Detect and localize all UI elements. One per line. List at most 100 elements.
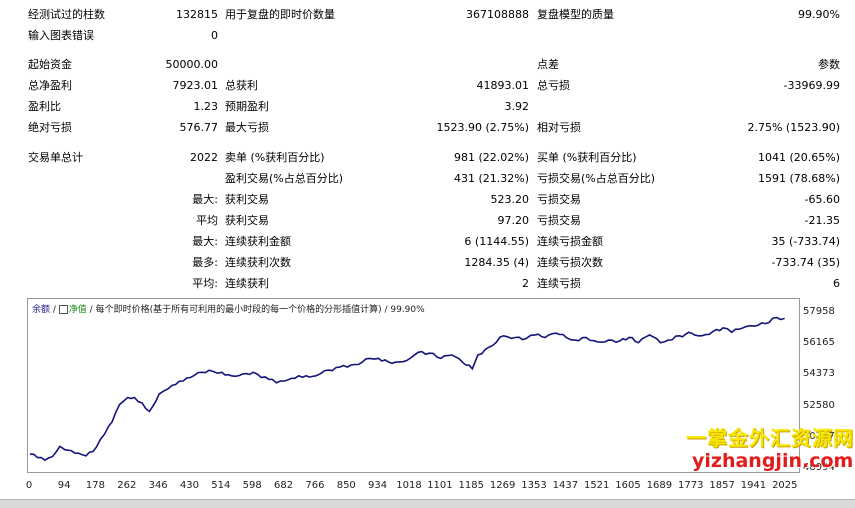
label-average-consecutive-wins: 连续获利 xyxy=(225,277,269,290)
y-tick-label: 50787 xyxy=(803,430,835,442)
value-chart-errors: 0 xyxy=(211,29,218,42)
y-tick-label: 48994 xyxy=(803,462,835,473)
x-tick-label: 850 xyxy=(336,480,356,491)
value-maximal-consecutive-loss: -733.74 (35) xyxy=(771,256,840,269)
equity-checkbox-icon[interactable] xyxy=(58,305,68,314)
value-loss-trades: 1591 (78.68%) xyxy=(757,172,840,185)
label-gross-profit: 总获利 xyxy=(225,79,258,92)
value-relative-drawdown: 2.75% (1523.90) xyxy=(747,121,840,134)
value-spread: 参数 xyxy=(818,58,840,71)
value-largest-loss-trade: -65.60 xyxy=(804,193,840,206)
label-max-consecutive-wins: 连续获利金额 xyxy=(225,235,291,248)
x-tick-label: 262 xyxy=(117,480,137,491)
x-tick-label: 2025 xyxy=(772,480,798,491)
label-profit-factor: 盈利比 xyxy=(28,100,61,113)
x-tick-label: 1605 xyxy=(615,480,641,491)
value-short-positions: 981 (22.02%) xyxy=(453,151,529,164)
value-ticks-modelled: 367108888 xyxy=(466,8,529,21)
x-tick-label: 1185 xyxy=(458,480,485,491)
x-tick-label: 934 xyxy=(368,480,388,491)
legend-separator: / xyxy=(381,305,391,315)
label-loss-trades: 亏损交易(%占总百分比) xyxy=(537,172,656,185)
value-average-loss-trade: -21.35 xyxy=(804,214,840,227)
label-gross-loss: 总亏损 xyxy=(537,79,570,92)
value-maximal-drawdown: 1523.90 (2.75%) xyxy=(436,121,529,134)
value-max-consecutive-losses: 35 (-733.74) xyxy=(771,235,840,248)
legend-balance: 余额 xyxy=(32,305,51,315)
value-gross-loss: -33969.99 xyxy=(783,79,840,92)
value-absolute-drawdown: 576.77 xyxy=(179,121,219,134)
value-largest-profit-trade: 523.20 xyxy=(490,193,530,206)
x-tick-label: 1018 xyxy=(396,480,422,491)
value-initial-deposit: 50000.00 xyxy=(165,58,219,71)
label-maximal-drawdown: 最大亏损 xyxy=(225,121,269,134)
label-maximal: 最多: xyxy=(192,256,218,269)
y-tick-label: 54373 xyxy=(803,368,835,380)
x-tick-label: 0 xyxy=(25,480,33,491)
label-largest-loss-trade: 亏损交易 xyxy=(537,193,581,206)
x-tick-label: 598 xyxy=(242,480,262,491)
label-average-profit-trade: 获利交易 xyxy=(225,214,269,227)
x-tick-label: 94 xyxy=(57,480,71,491)
x-tick-label: 1101 xyxy=(427,480,453,491)
bottom-tab-strip xyxy=(0,499,855,508)
value-max-consecutive-wins: 6 (1144.55) xyxy=(464,235,529,248)
x-tick-label: 1857 xyxy=(709,480,735,491)
x-tick-label: 1773 xyxy=(678,480,704,491)
label-modelling-quality: 复盘模型的质量 xyxy=(537,8,614,21)
balance-line-plot xyxy=(29,316,785,462)
chart-legend: 余额 / 净值 / 每个即时价格(基于所有可利用的最小时段的每一个价格的分形插值… xyxy=(32,302,425,315)
value-average-profit-trade: 97.20 xyxy=(497,214,530,227)
value-total-net-profit: 7923.01 xyxy=(172,79,219,92)
value-average-consecutive-losses: 6 xyxy=(833,277,840,290)
label-average: 平均 xyxy=(196,214,218,227)
value-average-consecutive-wins: 2 xyxy=(522,277,529,290)
x-tick-label: 346 xyxy=(148,480,168,491)
value-total-trades: 2022 xyxy=(190,151,218,164)
label-average-consecutive: 平均: xyxy=(192,277,218,290)
y-tick-label: 56165 xyxy=(803,337,835,349)
x-tick-label: 682 xyxy=(274,480,294,491)
label-expected-payoff: 预期盈利 xyxy=(225,100,269,113)
value-bars-tested: 132815 xyxy=(176,8,218,21)
value-profit-trades: 431 (21.32%) xyxy=(453,172,529,185)
x-tick-label: 766 xyxy=(305,480,325,491)
balance-chart: 余额 / 净值 / 每个即时价格(基于所有可利用的最小时段的每一个价格的分形插值… xyxy=(27,298,800,473)
balance-series-line xyxy=(29,316,785,462)
value-profit-factor: 1.23 xyxy=(193,100,219,113)
legend-quality: 99.90% xyxy=(390,305,425,315)
value-gross-profit: 41893.01 xyxy=(476,79,530,92)
watermark-url: yizhangjin.com xyxy=(692,450,854,472)
x-tick-label: 178 xyxy=(85,480,105,491)
value-long-positions: 1041 (20.65%) xyxy=(757,151,840,164)
watermark-logo-text: 一掌金外汇资源网 xyxy=(686,426,854,450)
label-absolute-drawdown: 绝对亏损 xyxy=(28,121,72,134)
y-axis: 57958 56165 54373 52580 50787 48994 xyxy=(803,298,855,478)
label-long-positions: 买单 (%获利百分比) xyxy=(537,151,637,164)
label-total-net-profit: 总净盈利 xyxy=(28,79,72,92)
legend-equity: 净值 xyxy=(68,305,87,315)
x-tick-label: 430 xyxy=(179,480,200,491)
label-total-trades: 交易单总计 xyxy=(28,151,83,164)
label-ticks-modelled: 用于复盘的即时价数量 xyxy=(225,8,335,21)
y-tick-label: 57958 xyxy=(803,306,835,317)
label-largest-profit-trade: 获利交易 xyxy=(225,193,269,206)
value-expected-payoff: 3.92 xyxy=(504,100,530,113)
label-maximum: 最大: xyxy=(192,235,218,248)
label-maximal-consecutive-loss: 连续亏损次数 xyxy=(537,256,603,269)
label-relative-drawdown: 相对亏损 xyxy=(537,121,581,134)
y-tick-label: 52580 xyxy=(803,399,835,411)
label-average-consecutive-losses: 连续亏损 xyxy=(537,277,581,290)
label-initial-deposit: 起始资金 xyxy=(28,58,72,71)
x-tick-label: 1941 xyxy=(740,480,767,491)
x-axis: 0 94 178 262 346 430 514 598 682 766 850 934 1018 110… xyxy=(0,478,855,494)
value-maximal-consecutive-profit: 1284.35 (4) xyxy=(464,256,529,269)
x-tick-label: 1353 xyxy=(521,480,547,491)
legend-separator: / xyxy=(86,305,96,315)
x-tick-label: 1689 xyxy=(646,480,673,491)
x-tick-label: 1521 xyxy=(583,480,610,491)
legend-model-description: 每个即时价格(基于所有可利用的最小时段的每一个价格的分形插值计算) xyxy=(95,305,382,315)
label-largest: 最大: xyxy=(192,193,218,206)
legend-separator: / xyxy=(50,305,59,315)
report-table: 经测试过的柱数 132815 用于复盘的即时价数量 367108888 复盘模型… xyxy=(28,8,840,290)
